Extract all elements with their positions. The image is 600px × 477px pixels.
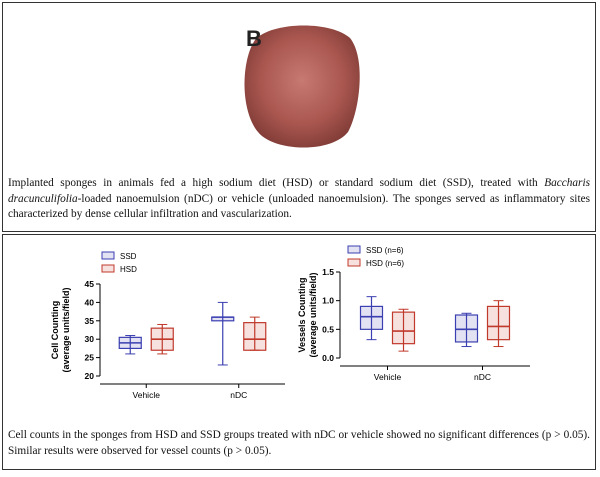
caption-text: Implanted sponges in animals fed a high …	[8, 177, 545, 189]
y-axis-title-line: (average units/field)	[61, 287, 71, 372]
legend-swatch	[347, 245, 361, 254]
top-panel	[2, 2, 596, 232]
box	[486, 305, 511, 341]
y-tick-label: 30	[85, 334, 95, 344]
caption-text: -loaded nanoemulsion (nDC) or vehicle (u…	[8, 192, 590, 221]
y-axis-title-line: Cell Counting	[50, 301, 60, 360]
y-tick-label: 45	[85, 279, 95, 289]
panel-label: B	[246, 26, 262, 51]
legend-swatch	[101, 251, 115, 260]
legend-label: SSD (n=6)	[366, 246, 404, 255]
legend-label: HSD (n=6)	[366, 259, 404, 268]
x-tick-label: nDC	[474, 372, 491, 382]
box	[391, 311, 416, 345]
y-tick-label: 20	[85, 371, 95, 381]
x-tick-label: nDC	[230, 390, 247, 400]
legend-label: SSD	[120, 252, 137, 261]
box	[454, 314, 479, 343]
y-axis-title-line: Vessels Counting	[297, 277, 307, 352]
caption-top: Implanted sponges in animals fed a high …	[8, 176, 590, 223]
legend-label: HSD	[120, 265, 137, 274]
caption-species: Baccharis dracunculifolia	[8, 177, 590, 205]
y-axis-title: Vessels Counting(average units/field)	[297, 272, 318, 357]
y-tick-label: 25	[85, 353, 95, 363]
y-tick-label: 35	[85, 316, 95, 326]
y-tick-label: 0.5	[322, 324, 334, 334]
sponge-photo	[244, 25, 360, 148]
box	[359, 305, 384, 330]
y-axis-title-line: (average units/field)	[308, 272, 318, 357]
y-tick-label: 0.0	[322, 353, 334, 363]
y-tick-label: 40	[85, 297, 95, 307]
y-axis-title: Cell Counting(average units/field)	[50, 287, 71, 372]
caption-bottom: Cell counts in the sponges from HSD and …	[8, 429, 590, 457]
box	[243, 322, 267, 351]
x-tick-label: Vehicle	[133, 390, 161, 400]
y-tick-label: 1.5	[322, 267, 334, 277]
legend-swatch	[101, 264, 115, 273]
y-tick-label: 1.0	[322, 296, 334, 306]
x-tick-label: Vehicle	[374, 372, 402, 382]
bottom-panel	[2, 234, 596, 470]
legend-swatch	[347, 258, 361, 267]
